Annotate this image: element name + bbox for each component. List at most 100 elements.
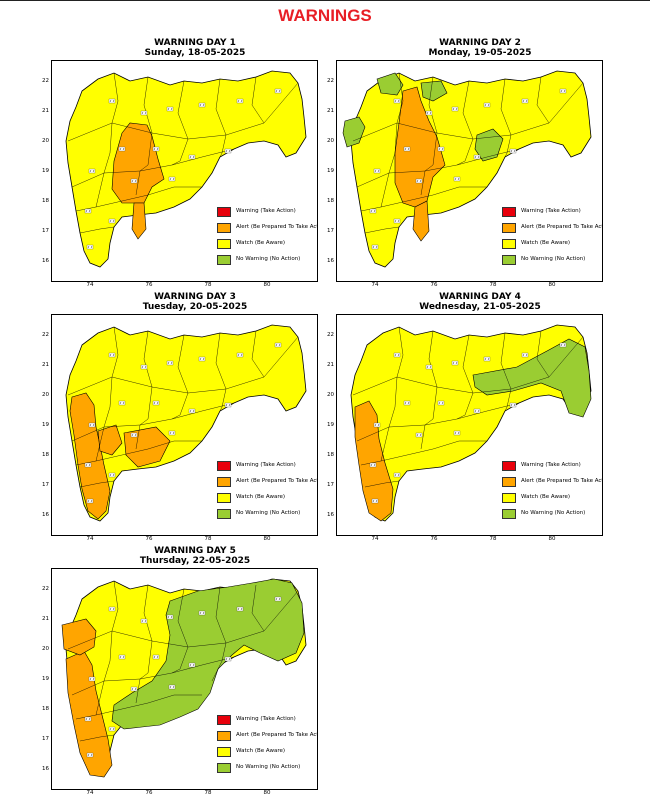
rain-icon: [108, 726, 116, 732]
rain-icon: [130, 178, 138, 184]
map-frame: Warning (Take Action) Alert (Be Prepared …: [51, 314, 318, 536]
x-tick-label: 78: [204, 282, 212, 288]
rain-icon: [188, 662, 196, 668]
district-boundary: [143, 76, 153, 134]
legend-label: Alert (Be Prepared To Take Action): [236, 224, 318, 230]
district-boundary: [171, 392, 189, 420]
y-tick-label: 20: [327, 392, 334, 398]
district-boundary: [496, 134, 512, 174]
rain-icon: [198, 356, 206, 362]
y-tick-label: 16: [327, 512, 334, 518]
y-tick-label: 20: [42, 138, 49, 144]
y-tick-label: 22: [42, 332, 49, 338]
district-boundary: [95, 122, 113, 208]
legend-swatch: [502, 255, 516, 265]
rain-icon: [108, 606, 116, 612]
district-boundary: [462, 334, 474, 394]
rain-icon: [453, 430, 461, 436]
rain-icon: [88, 422, 96, 428]
district-boundary: [95, 630, 113, 716]
district-boundary: [500, 78, 512, 136]
state-map: [65, 70, 307, 268]
x-tick-label: 74: [86, 282, 94, 288]
district-boundary: [75, 440, 202, 466]
rain-icon: [166, 614, 174, 620]
x-tick-label: 78: [489, 536, 497, 542]
warning-region-no-warning: [420, 80, 448, 102]
legend-swatch: [502, 477, 516, 487]
warning-region-alert: [354, 400, 394, 522]
rain-icon: [168, 176, 176, 182]
rain-icon: [198, 102, 206, 108]
warning-region-alert: [61, 618, 97, 656]
district-boundary: [364, 226, 400, 234]
legend-label: Watch (Be Aware): [521, 240, 571, 246]
x-tick-label: 74: [86, 790, 94, 796]
rain-icon: [425, 364, 433, 370]
x-tick-label: 76: [145, 790, 153, 796]
district-boundary: [111, 72, 119, 124]
x-tick-label: 78: [489, 282, 497, 288]
y-tick-label: 19: [42, 422, 49, 428]
y-tick-label: 19: [42, 168, 49, 174]
rain-icon: [369, 462, 377, 468]
legend-label: Warning (Take Action): [521, 462, 581, 468]
district-boundary: [71, 402, 235, 442]
district-boundary: [462, 80, 474, 140]
y-tick-label: 18: [42, 452, 49, 458]
panel-title: WARNING DAY 4 Wednesday, 21-05-2025: [325, 292, 635, 312]
district-boundary: [496, 388, 512, 428]
legend-swatch: [502, 461, 516, 471]
legend-label: No Warning (No Action): [236, 510, 301, 516]
legend-label: Warning (Take Action): [236, 462, 296, 468]
district-boundary: [356, 402, 520, 442]
rain-icon: [437, 400, 445, 406]
x-tick-label: 76: [145, 282, 153, 288]
y-tick-label: 17: [42, 482, 49, 488]
y-tick-label: 16: [42, 258, 49, 264]
rain-icon: [369, 208, 377, 214]
legend-swatch: [217, 477, 231, 487]
rain-icon: [140, 364, 148, 370]
rain-icon: [108, 218, 116, 224]
rain-icon: [88, 676, 96, 682]
district-boundary: [135, 132, 153, 196]
legend-label: No Warning (No Action): [236, 764, 301, 770]
district-boundary: [211, 388, 227, 428]
district-boundary: [428, 76, 438, 134]
x-tick-label: 76: [430, 282, 438, 288]
district-boundary: [251, 584, 265, 632]
district-boundary: [135, 386, 153, 450]
rain-icon: [415, 178, 423, 184]
district-boundary: [360, 186, 487, 212]
x-tick-label: 80: [548, 536, 556, 542]
rain-icon: [86, 244, 94, 250]
rain-icon: [152, 146, 160, 152]
panel-date: Tuesday, 20-05-2025: [142, 302, 248, 312]
district-boundary: [95, 376, 113, 462]
district-boundary: [177, 334, 189, 394]
district-boundary: [500, 332, 512, 390]
district-boundary: [215, 332, 227, 390]
rain-icon: [86, 752, 94, 758]
rain-icon: [118, 654, 126, 660]
x-tick-label: 78: [204, 536, 212, 542]
legend-label: Watch (Be Aware): [236, 494, 286, 500]
rain-icon: [373, 422, 381, 428]
district-boundary: [211, 134, 227, 174]
panel-title: WARNING DAY 5 Thursday, 22-05-2025: [40, 546, 350, 566]
district-boundary: [428, 330, 438, 388]
legend-swatch: [217, 493, 231, 503]
rain-icon: [274, 342, 282, 348]
legend-label: Alert (Be Prepared To Take Action): [236, 478, 318, 484]
rain-icon: [88, 168, 96, 174]
rain-icon: [371, 498, 379, 504]
warning-panel-day-2: WARNING DAY 2 Monday, 19-05-2025 Warning (…: [325, 38, 635, 288]
map-frame: Warning (Take Action) Alert (Be Prepared …: [336, 314, 603, 536]
map-frame: Warning (Take Action) Alert (Be Prepared …: [336, 60, 603, 282]
legend-label: Alert (Be Prepared To Take Action): [521, 478, 603, 484]
rain-icon: [559, 342, 567, 348]
district-boundary: [420, 386, 438, 450]
panel-heading: WARNING DAY 1: [154, 38, 236, 48]
legend-swatch: [217, 731, 231, 741]
